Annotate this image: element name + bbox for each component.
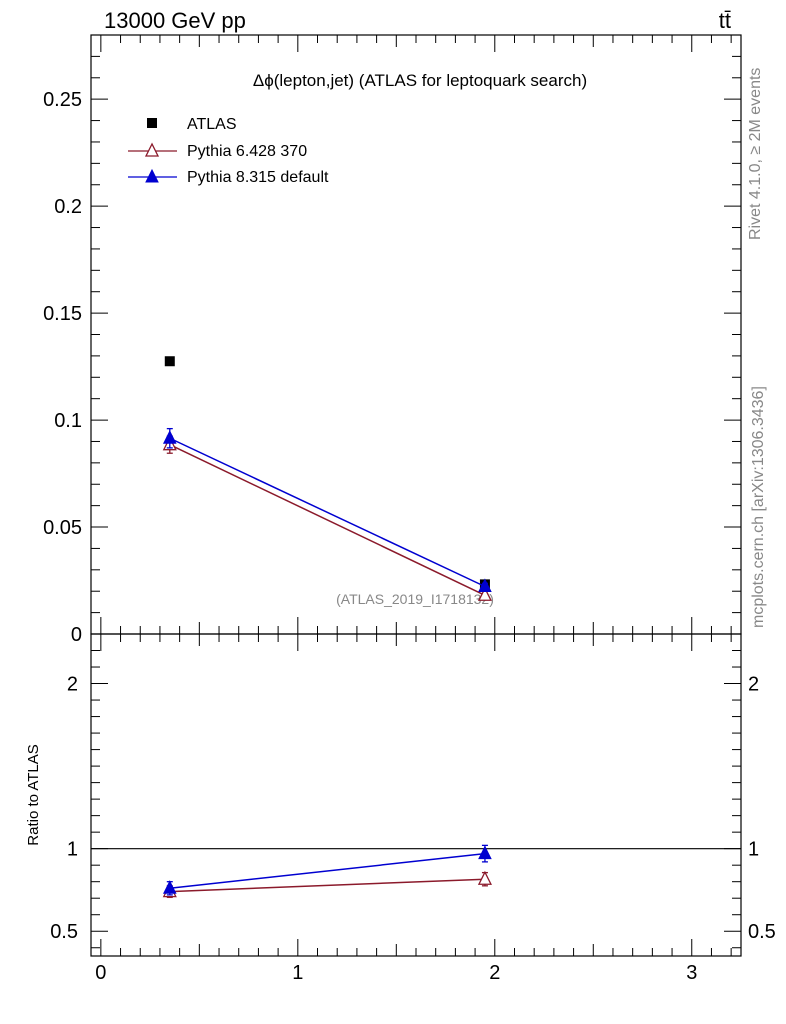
legend-atlas-marker [147,118,157,128]
energy-label: 13000 GeV pp [104,8,246,33]
legend-pythia6-label: Pythia 6.428 370 [187,143,307,160]
main-line-open-triangle [169,443,486,596]
ratio-ytick-label-right: 1 [748,839,759,861]
main-x-ticks [100,35,732,634]
ratio-ytick-label-left: 0.5 [50,921,78,943]
ratio-ytick-label-left: 2 [67,674,78,696]
legend-pythia8-label: Pythia 8.315 default [187,169,329,186]
ratio-ytick-label-right: 0.5 [748,921,776,943]
ratio-ytick-label-left: 1 [67,839,78,861]
ratio-point-open-triangle [477,870,492,885]
main-point-square [164,356,175,367]
ratio-point-filled-triangle [162,880,177,894]
main-line-filled-triangle [169,437,486,588]
ratio-xtick-label: 2 [489,962,500,984]
main-point-filled-triangle [162,430,177,444]
legend: ATLAS Pythia 6.428 370 Pythia 8.315 defa… [128,116,329,186]
main-point-filled-triangle [478,578,492,593]
ratio-panel-frame [90,633,742,957]
main-ytick-label: 0.25 [43,89,82,111]
ratio-xtick-label: 1 [292,962,303,984]
main-ytick-label: 0.05 [43,517,82,539]
ratio-axis-ticks: 0.5 0.5 1 1 2 2 [50,633,776,949]
legend-atlas-label: ATLAS [187,116,237,133]
main-ytick-label: 0 [71,624,82,646]
ratio-point-filled-triangle [478,845,492,860]
ratio-ytick-label-right: 2 [748,674,759,696]
legend-pythia8-marker [145,168,159,183]
ratio-line-open-triangle [169,878,485,893]
mcplots-label: mcplots.cern.ch [arXiv:1306.3436] [750,386,767,628]
main-ytick-label: 0.2 [54,196,82,218]
main-ytick-label: 0.1 [54,410,82,432]
ratio-x-ticks: 0 1 2 3 [95,634,732,984]
ratio-xtick-label: 0 [95,962,106,984]
analysis-watermark: (ATLAS_2019_I1718132) [336,591,494,607]
legend-pythia6-marker [144,142,160,157]
ratio-xtick-label: 3 [686,962,697,984]
ratio-series-group [162,844,492,899]
ratio-line-filled-triangle [169,852,486,890]
main-series-group [162,356,492,601]
process-label: tt̄ [719,8,731,33]
rivet-version-label: Rivet 4.1.0, ≥ 2M events [747,68,764,240]
chart-title: Δϕ(lepton,jet) (ATLAS for leptoquark sea… [253,71,587,90]
main-axis-ticks: 0 0.05 0.1 0.15 0.2 0.25 [43,34,741,646]
main-ytick-label: 0.15 [43,303,82,325]
main-point-open-triangle [477,586,492,601]
ratio-ylabel: Ratio to ATLAS [25,744,42,845]
